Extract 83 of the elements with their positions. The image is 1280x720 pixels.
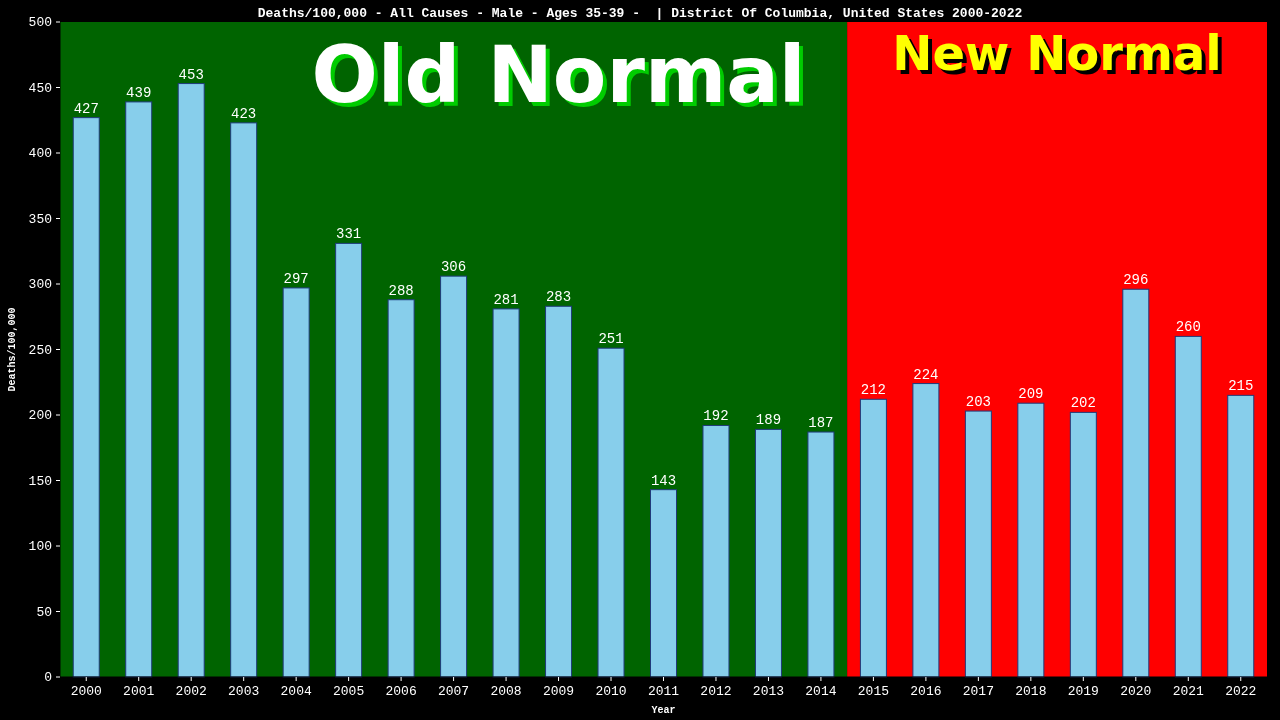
- x-tick-label: 2003: [228, 684, 260, 699]
- data-label: 224: [913, 366, 939, 383]
- x-tick-label: 2021: [1172, 684, 1205, 699]
- y-tick-label: 150: [28, 473, 52, 489]
- bar: [545, 305, 573, 678]
- data-label: 306: [440, 259, 467, 276]
- bar: [702, 424, 730, 678]
- data-label: 251: [598, 331, 624, 348]
- data-label: 331: [336, 226, 362, 243]
- data-label: 439: [126, 84, 152, 101]
- bar: [230, 122, 258, 678]
- x-tick-label: 2012: [700, 684, 732, 699]
- data-label: 427: [73, 100, 99, 117]
- x-tick-label: 2002: [175, 684, 207, 699]
- x-tick-label: 2018: [1015, 684, 1047, 699]
- data-label: 281: [493, 291, 519, 308]
- y-tick-label: 500: [28, 15, 52, 30]
- data-label: 283: [545, 289, 572, 306]
- bar: [125, 101, 153, 678]
- bar: [912, 383, 940, 678]
- bar: [282, 287, 310, 678]
- x-tick-label: 2010: [595, 684, 627, 699]
- data-label: 192: [703, 408, 729, 425]
- y-tick-label: 200: [28, 408, 52, 423]
- y-tick-label: 300: [28, 277, 52, 292]
- x-tick-label: 2015: [857, 684, 890, 699]
- data-label: 143: [650, 472, 677, 489]
- x-tick-label: 2017: [962, 684, 994, 699]
- data-label: 187: [808, 415, 834, 432]
- y-axis-title: Deaths/100,000: [7, 307, 18, 392]
- bar: [964, 410, 992, 678]
- bar: [1122, 288, 1150, 678]
- x-tick-label: 2005: [333, 684, 365, 699]
- bar: [492, 308, 520, 678]
- bar: [1017, 402, 1045, 678]
- data-label: 212: [860, 382, 887, 399]
- bar: [650, 489, 677, 678]
- bar: [597, 347, 625, 678]
- x-tick-label: 2009: [542, 684, 575, 699]
- x-axis-title: Year: [651, 705, 676, 716]
- bar: [1069, 411, 1097, 678]
- x-tick-label: 2001: [123, 684, 155, 699]
- x-tick-label: 2000: [70, 684, 102, 699]
- y-tick-label: 100: [28, 539, 52, 554]
- x-tick-label: 2004: [280, 684, 312, 699]
- y-tick-label: 0: [44, 670, 52, 685]
- bar: [1174, 335, 1202, 678]
- x-tick-label: 2016: [910, 684, 942, 699]
- bar: [387, 299, 415, 678]
- data-label: 189: [755, 412, 782, 429]
- bar: [440, 275, 468, 678]
- bar: [335, 242, 363, 678]
- data-label: 203: [965, 394, 991, 411]
- x-tick-label: 2019: [1067, 684, 1099, 699]
- data-label: 202: [1070, 395, 1096, 412]
- bar: [177, 83, 205, 678]
- data-label: 209: [1018, 386, 1044, 403]
- x-tick-label: 2008: [490, 684, 522, 699]
- data-label: 453: [178, 66, 204, 83]
- bar: [807, 431, 835, 678]
- x-tick-label: 2011: [647, 684, 680, 699]
- x-tick-label: 2013: [752, 684, 785, 699]
- y-tick-label: 400: [28, 146, 52, 161]
- x-tick-label: 2014: [805, 684, 837, 699]
- data-label: 288: [388, 282, 414, 299]
- x-tick-label: 2006: [385, 684, 417, 699]
- data-label: 296: [1123, 272, 1149, 289]
- bar: [1227, 394, 1255, 678]
- x-tick-label: 2022: [1225, 684, 1257, 699]
- data-label: 423: [231, 105, 257, 122]
- data-label: 260: [1175, 319, 1201, 336]
- y-tick-label: 250: [28, 342, 52, 358]
- bar: [859, 398, 887, 678]
- y-tick-label: 350: [28, 211, 52, 227]
- x-tick-label: 2007: [437, 684, 470, 699]
- y-tick-label: 450: [28, 80, 52, 96]
- y-tick-label: 50: [36, 604, 52, 620]
- x-tick-label: 2020: [1120, 684, 1152, 699]
- data-label: 215: [1228, 378, 1254, 395]
- data-label: 297: [283, 270, 309, 287]
- bar: [754, 428, 782, 678]
- chart-title: Deaths/100,000 - All Causes - Male - Ages 35-39 - | District Of Columbia, United States 2000-2022: [257, 6, 1023, 21]
- bar: [72, 117, 100, 678]
